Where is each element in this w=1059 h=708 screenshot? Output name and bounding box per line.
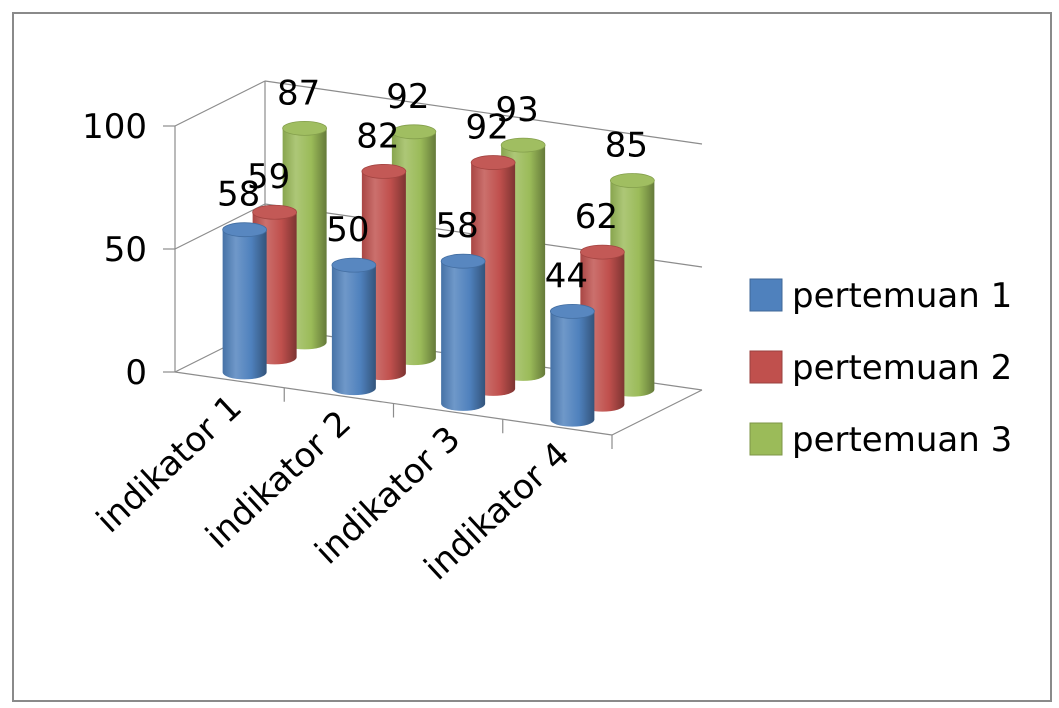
legend-label: pertemuan 3	[792, 420, 1012, 460]
bar-top	[440, 253, 486, 269]
bar-top	[470, 155, 516, 170]
data-label: 58	[217, 175, 260, 215]
legend-swatch	[749, 350, 783, 384]
bar-pertemuan-1-0	[222, 222, 268, 380]
bar-top	[282, 120, 328, 136]
bar-top	[361, 164, 407, 179]
y-tick-label: 50	[104, 230, 147, 270]
bar-pertemuan-1-3	[549, 303, 595, 427]
legend: pertemuan 1 pertemuan 2 pertemuan 3	[749, 276, 1012, 460]
data-label: 50	[326, 210, 369, 250]
bar-top	[222, 222, 268, 238]
bar-body	[550, 311, 595, 427]
bar-body	[441, 261, 486, 411]
bar-body	[331, 265, 376, 396]
y-tick-label: 100	[82, 107, 147, 147]
gridline	[174, 80, 266, 127]
data-label: 85	[605, 126, 648, 166]
bar-pertemuan-1-1	[331, 257, 377, 396]
data-label: 93	[495, 90, 538, 130]
bar-top	[391, 124, 437, 140]
bar-pertemuan-1-2	[440, 253, 486, 411]
y-tick-label: 0	[125, 353, 147, 393]
bar-body	[222, 229, 267, 380]
bars	[222, 120, 655, 427]
floor-right-edge	[611, 389, 703, 436]
data-label: 92	[465, 108, 508, 148]
bar-top	[579, 244, 625, 260]
legend-swatch	[749, 278, 783, 312]
data-label: 87	[277, 73, 320, 113]
data-label: 92	[386, 77, 429, 117]
legend-label: pertemuan 1	[792, 276, 1012, 316]
data-label: 58	[435, 206, 478, 246]
bar-top	[252, 204, 298, 220]
data-label: 59	[247, 157, 290, 197]
data-label: 62	[575, 197, 618, 237]
bar-top	[331, 257, 377, 273]
data-label: 44	[545, 256, 588, 296]
legend-label: pertemuan 2	[792, 348, 1012, 388]
legend-swatch	[749, 422, 783, 456]
bar-top	[549, 303, 595, 319]
bar-top	[609, 173, 655, 188]
gridline	[264, 80, 703, 145]
bar-top	[500, 137, 546, 153]
data-label: 82	[356, 116, 399, 156]
gridline	[174, 203, 266, 250]
